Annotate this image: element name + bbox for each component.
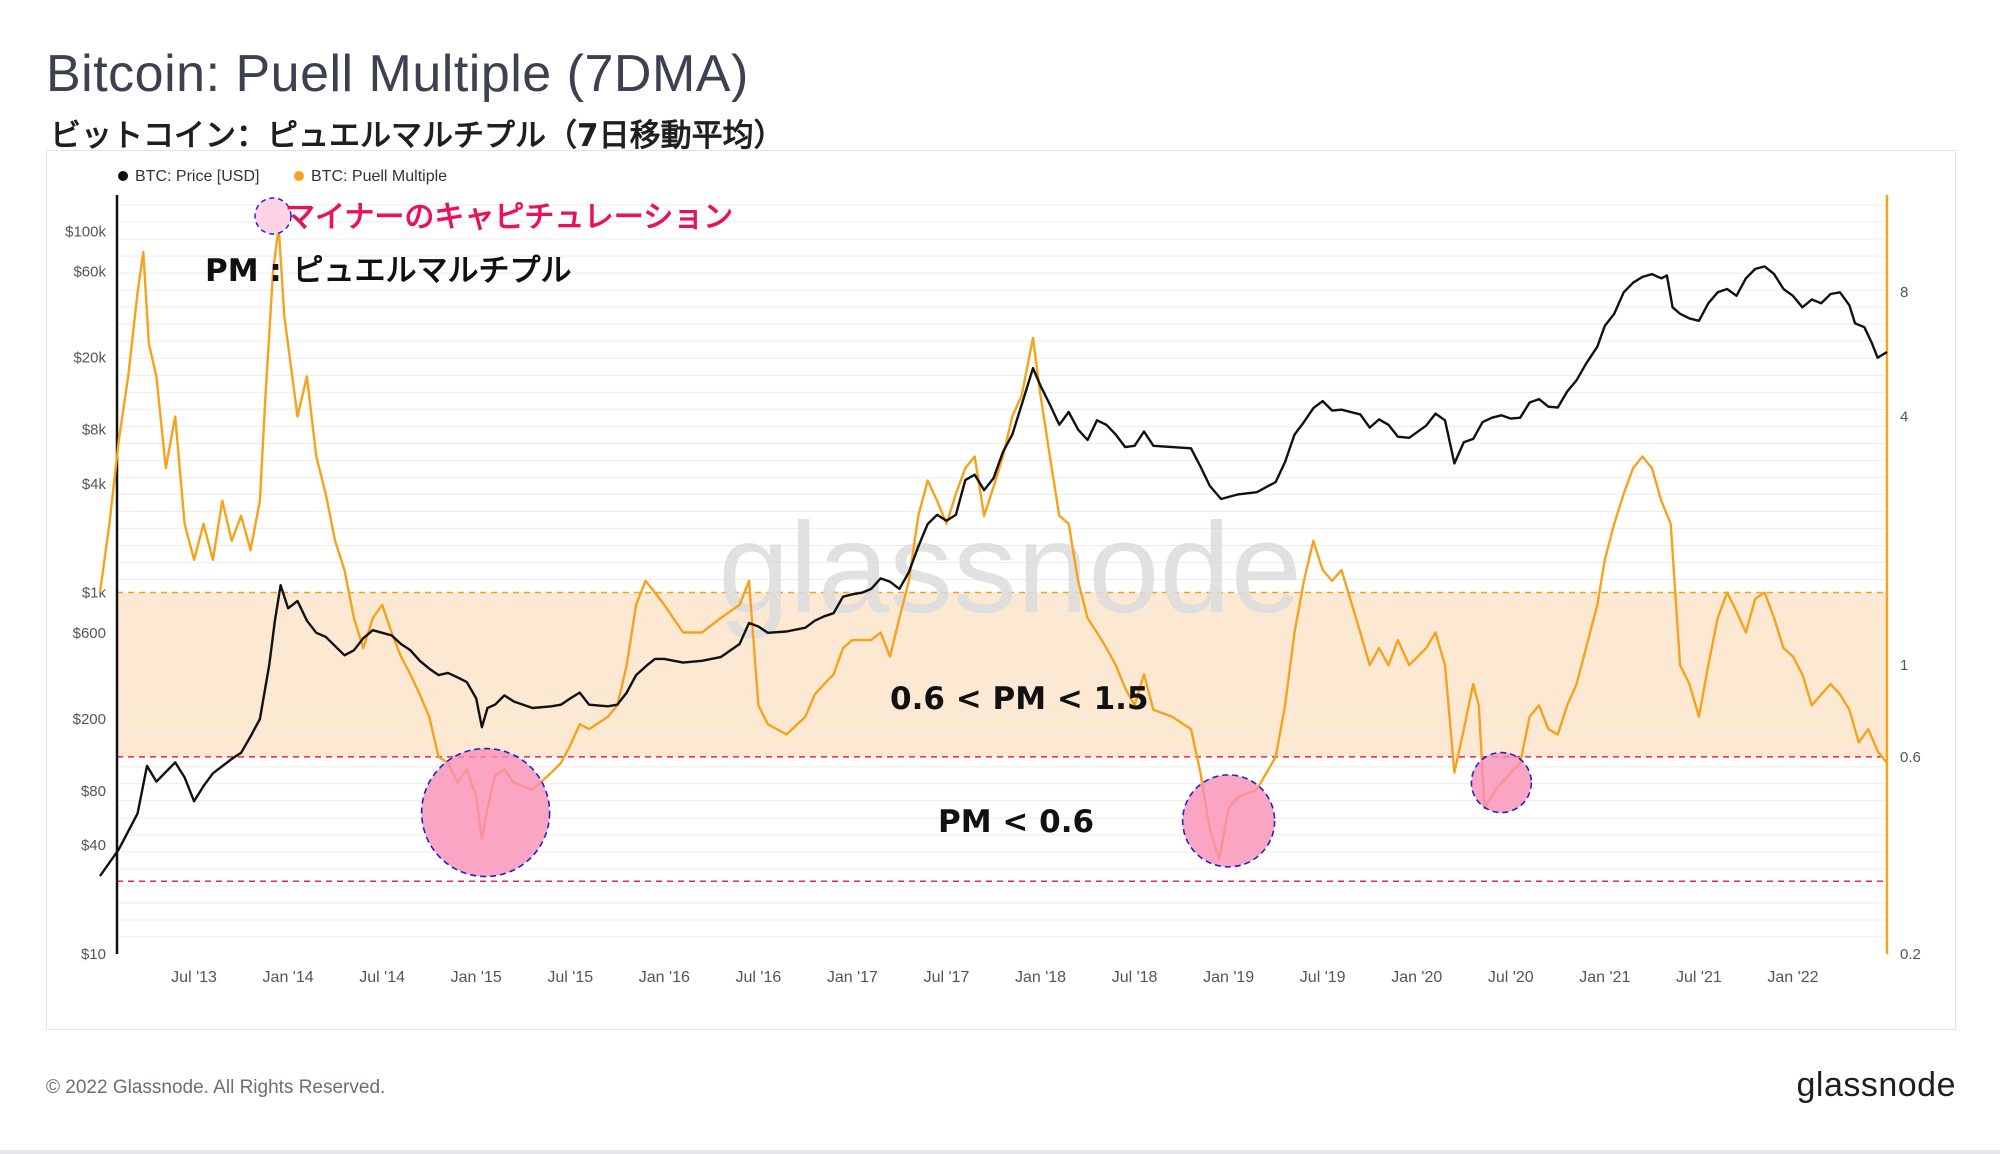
x-tick-label: Jan '21 <box>1579 969 1630 986</box>
legend-puell-label[interactable]: BTC: Puell Multiple <box>311 168 447 185</box>
y-left-tick-label: $600 <box>73 625 106 642</box>
grid-layer <box>117 204 1887 938</box>
series-layer <box>98 225 1888 877</box>
x-tick-label: Jan '18 <box>1015 969 1066 986</box>
legend-price-dot <box>118 171 128 181</box>
y-right-tick-label: 0.2 <box>1900 946 1921 963</box>
y-left-tick-label: $8k <box>82 422 107 439</box>
copyright: © 2022 Glassnode. All Rights Reserved. <box>46 1077 386 1098</box>
y-left-tick-label: $4k <box>82 476 107 493</box>
legend: BTC: Price [USD] BTC: Puell Multiple マイナ… <box>118 168 733 289</box>
bottom-divider <box>0 1150 2000 1154</box>
x-tick-label: Jul '15 <box>547 969 593 986</box>
y-right-tick-label: 0.6 <box>1900 749 1921 766</box>
x-tick-label: Jan '16 <box>639 969 690 986</box>
x-tick-label: Jul '13 <box>171 969 217 986</box>
y-right-tick-label: 1 <box>1900 657 1908 674</box>
legend-capitulation-label: マイナーのキャピチュレーション <box>285 200 733 235</box>
capitulation-circle-2 <box>1181 774 1276 868</box>
capitulation-circles <box>420 747 1533 878</box>
series-puell-multiple-line <box>98 225 1888 860</box>
x-tick-label: Jul '18 <box>1112 969 1158 986</box>
band-orange <box>117 592 1887 757</box>
legend-pm-label: PM : ピュエルマルチプル <box>205 253 572 289</box>
x-tick-label: Jul '16 <box>735 969 781 986</box>
band-layer <box>116 591 1887 882</box>
y-left-tick-label: $80 <box>81 783 106 800</box>
y-left-tick-label: $40 <box>81 837 106 854</box>
y-left-tick-label: $60k <box>73 263 106 280</box>
x-tick-label: Jan '17 <box>827 969 878 986</box>
chart-svg: glassnode $10 $40 $80 $200 $600 $1k $4k $8k $20k… <box>65 168 1921 986</box>
y-right-tick-label: 4 <box>1900 408 1908 425</box>
x-tick-label: Jul '14 <box>359 969 405 986</box>
y-left-tick-label: $1k <box>82 585 107 602</box>
x-tick-label: Jan '19 <box>1203 969 1254 986</box>
x-tick-label: Jul '20 <box>1488 969 1534 986</box>
axes-layer: $10 $40 $80 $200 $600 $1k $4k $8k $20k $60k $100k 0… <box>65 195 1921 986</box>
page-title: Bitcoin: Puell Multiple (7DMA) <box>46 45 749 103</box>
x-tick-label: Jul '17 <box>924 969 970 986</box>
y-right-tick-label: 8 <box>1900 284 1908 301</box>
y-left-tick-label: $20k <box>73 350 106 367</box>
capitulation-circle-1 <box>420 747 551 878</box>
capitulation-circle-3 <box>1470 751 1533 814</box>
band-pink-label: PM < 0.6 <box>938 804 1094 840</box>
x-tick-label: Jan '20 <box>1391 969 1442 986</box>
y-left-tick-label: $10 <box>81 946 106 963</box>
page-subtitle: ビットコイン：ピュエルマルチプル（7日移動平均） <box>50 118 785 154</box>
series-btc-price-line <box>99 265 1888 877</box>
x-tick-label: Jan '22 <box>1767 969 1818 986</box>
x-tick-label: Jan '14 <box>263 969 314 986</box>
legend-capitulation-swatch <box>254 197 292 235</box>
legend-price-label[interactable]: BTC: Price [USD] <box>135 168 259 185</box>
y-left-tick-label: $100k <box>65 223 106 240</box>
chart-panel <box>46 150 1956 1030</box>
brand-logo: glassnode <box>1796 1066 1956 1104</box>
legend-puell-dot <box>294 171 304 181</box>
band-orange-label: 0.6 < PM < 1.5 <box>890 681 1149 717</box>
y-left-tick-label: $200 <box>73 711 106 728</box>
x-tick-label: Jul '21 <box>1676 969 1722 986</box>
x-tick-label: Jul '19 <box>1300 969 1346 986</box>
watermark: glassnode <box>718 497 1302 640</box>
x-tick-label: Jan '15 <box>451 969 502 986</box>
